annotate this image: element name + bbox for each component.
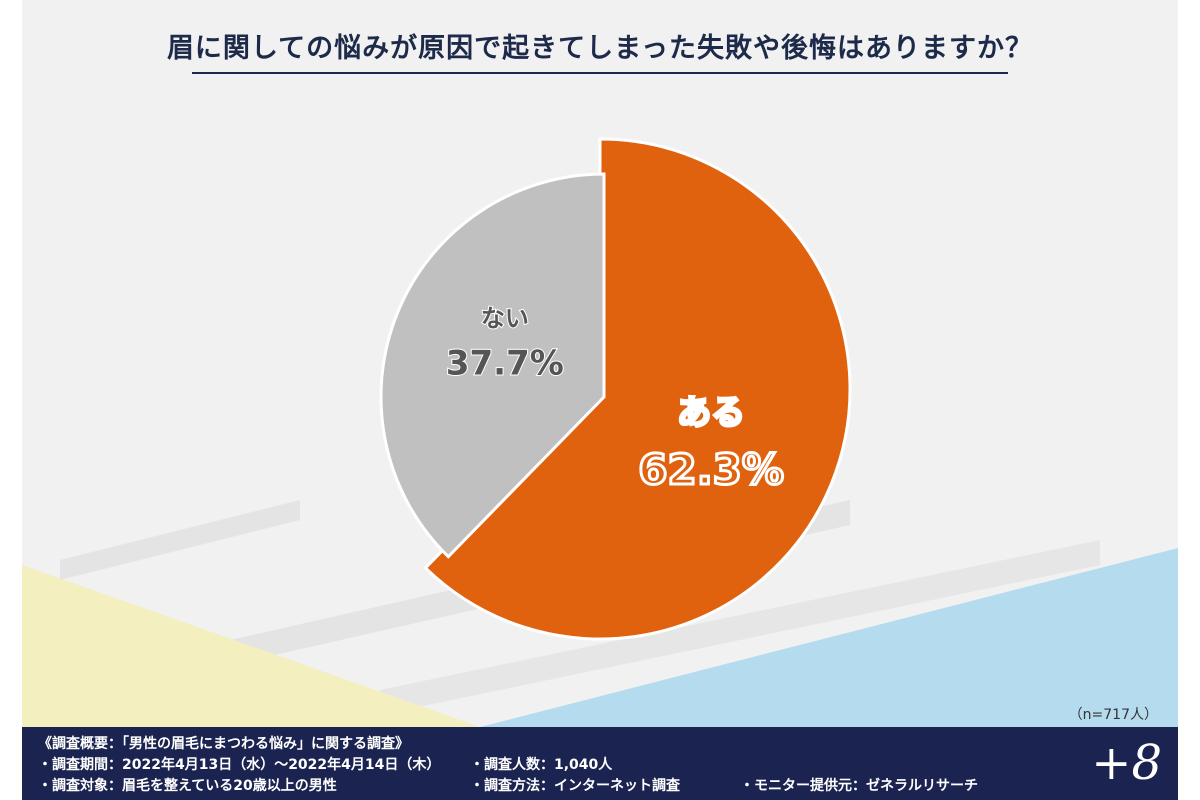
survey-footer: 《調査概要：「男性の眉毛にまつわる悩み」に関する調査》 ・調査期間：2022年4…	[22, 727, 1178, 800]
background-stripe	[60, 500, 300, 580]
survey-count: ・調査人数：1,040人	[470, 757, 613, 773]
sample-size: （n=717人）	[1068, 707, 1158, 723]
survey-period: ・調査期間：2022年4月13日（水）～2022年4月14日（木）	[38, 757, 441, 773]
brand-logo: +8	[1091, 735, 1162, 791]
pie-slice-0	[423, 137, 852, 641]
background-blue-shape	[480, 548, 1178, 727]
pie-slice-1	[379, 172, 606, 559]
survey-overview: 《調査概要：「男性の眉毛にまつわる悩み」に関する調査》	[38, 736, 409, 752]
background-stripe	[380, 540, 1100, 715]
chart-title: 眉に関しての悩みが原因で起きてしまった失敗や後悔はありますか？	[166, 33, 1034, 64]
survey-target: ・調査対象：眉毛を整えている20歳以上の男性	[38, 778, 337, 794]
slice-value-label-0: 62.3%	[638, 445, 784, 494]
survey-method: ・調査方法：インターネット調査	[470, 778, 680, 794]
slice-label-0: ある	[677, 393, 745, 433]
survey-provider: ・モニター提供元：ゼネラルリサーチ	[740, 778, 978, 794]
title-underline	[192, 72, 1008, 74]
slice-label-1: ない	[481, 305, 529, 333]
background-yellow-shape	[22, 565, 480, 727]
pie-chart: ある 62.3% ない 37.7%	[379, 137, 852, 641]
slice-value-label-1: 37.7%	[446, 344, 564, 384]
